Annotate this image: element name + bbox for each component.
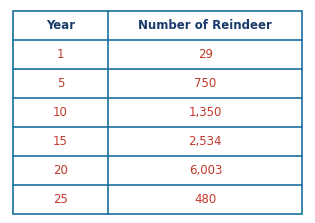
Text: 1,350: 1,350 bbox=[189, 106, 222, 119]
Text: 29: 29 bbox=[198, 48, 213, 61]
Text: Number of Reindeer: Number of Reindeer bbox=[138, 19, 272, 32]
Text: 480: 480 bbox=[194, 193, 216, 206]
Text: 10: 10 bbox=[53, 106, 68, 119]
Text: 15: 15 bbox=[53, 135, 68, 148]
Text: 6,003: 6,003 bbox=[189, 164, 222, 177]
Text: 1: 1 bbox=[57, 48, 64, 61]
Text: 25: 25 bbox=[53, 193, 68, 206]
Text: 20: 20 bbox=[53, 164, 68, 177]
Text: 2,534: 2,534 bbox=[189, 135, 222, 148]
Text: 750: 750 bbox=[194, 77, 216, 90]
Text: 5: 5 bbox=[57, 77, 64, 90]
Text: Year: Year bbox=[46, 19, 75, 32]
